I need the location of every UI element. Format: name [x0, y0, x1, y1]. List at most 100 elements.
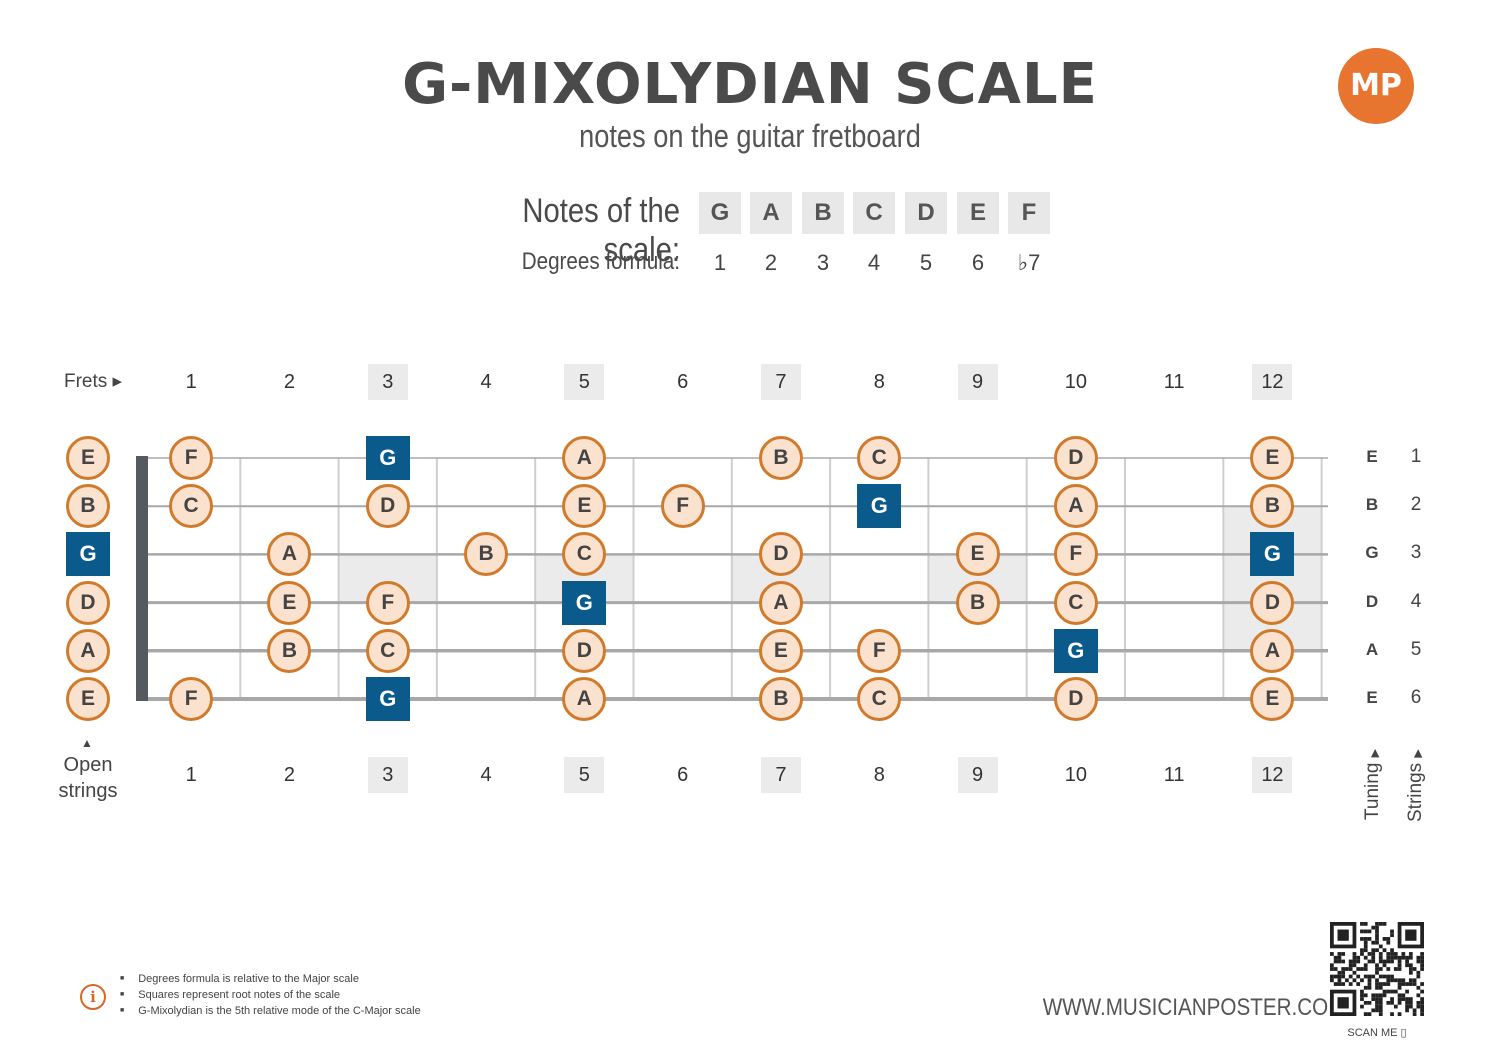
- note-circle: D: [365, 484, 410, 529]
- note-circle: B: [758, 677, 803, 721]
- note-circle: E: [955, 532, 1000, 577]
- degree-value: 5: [919, 250, 933, 275]
- scale-note: D: [905, 192, 947, 234]
- note-circle: E: [758, 628, 803, 673]
- fret-number: 8: [873, 764, 885, 786]
- string-number: 1: [1410, 446, 1422, 467]
- note-circle: F: [857, 628, 902, 673]
- scan-me-label: SCAN ME ▯: [1347, 1027, 1407, 1039]
- open-label-line1: Open: [63, 754, 113, 776]
- fret-number: 4: [480, 764, 492, 786]
- string-number: 4: [1410, 590, 1422, 612]
- scale-note: E: [957, 192, 999, 234]
- string-number: 6: [1410, 687, 1422, 708]
- website-link[interactable]: WWW.MUSICIANPOSTER.COM: [1042, 994, 1346, 1021]
- degree-value: 6: [971, 250, 985, 275]
- page-title: G-MIXOLYDIAN SCALE: [402, 52, 1098, 117]
- fret-number: 12: [1252, 364, 1293, 400]
- note-circle: A: [66, 628, 110, 673]
- notes-of-scale-label: Notes of the scale:: [522, 192, 680, 269]
- note-circle: D: [1250, 580, 1295, 625]
- note-circle: C: [857, 677, 902, 721]
- fret-number: 10: [1064, 764, 1087, 786]
- degree-value: 2: [764, 250, 778, 275]
- note-circle: A: [1053, 484, 1098, 529]
- note-circle: F: [660, 484, 705, 529]
- footer-note: Degrees formula is relative to the Major…: [120, 972, 421, 988]
- tuning-note: G: [1365, 543, 1379, 563]
- fret-number: 4: [480, 371, 492, 393]
- fret-number: 2: [283, 371, 295, 393]
- note-circle: C: [365, 628, 410, 673]
- note-circle: A: [562, 436, 607, 480]
- strings-label: Strings ▶: [1405, 749, 1426, 822]
- root-note-square: G: [562, 580, 607, 625]
- up-arrow-icon: ▶: [1412, 749, 1424, 758]
- note-circle: D: [562, 628, 607, 673]
- fret-number: 8: [873, 371, 885, 393]
- fret-number: 2: [283, 764, 295, 786]
- degree-value: 4: [867, 250, 881, 275]
- note-circle: E: [66, 677, 110, 721]
- string-number: 5: [1410, 638, 1422, 660]
- fret-number: 12: [1252, 757, 1293, 793]
- scale-note: C: [853, 192, 895, 234]
- open-strings-label: Open strings: [48, 752, 128, 804]
- note-circle: B: [267, 628, 312, 673]
- note-circle: E: [1250, 436, 1295, 480]
- scale-note: G: [699, 192, 741, 234]
- fret-number: 7: [760, 757, 801, 793]
- note-circle: C: [169, 484, 214, 529]
- fret-number: 7: [760, 364, 801, 400]
- fret-number: 11: [1163, 371, 1185, 393]
- qr-code-icon[interactable]: [1330, 922, 1424, 1016]
- fret-number: 6: [677, 764, 689, 786]
- string-number: 3: [1410, 542, 1422, 564]
- nut: [136, 456, 148, 701]
- tuning-note: A: [1365, 639, 1379, 659]
- frets-label: Frets ▸: [64, 371, 123, 392]
- fret-number: 3: [367, 364, 408, 400]
- root-note-square: G: [1053, 628, 1098, 673]
- note-circle: E: [66, 436, 110, 480]
- fret-number: 3: [367, 757, 408, 793]
- note-circle: C: [562, 532, 607, 577]
- fret-number: 9: [957, 757, 998, 793]
- degree-value: 1: [713, 250, 727, 275]
- info-icon: i: [80, 984, 106, 1010]
- tuning-note: E: [1366, 447, 1378, 466]
- note-circle: D: [1053, 436, 1098, 480]
- note-circle: C: [1053, 580, 1098, 625]
- up-arrow-icon: ▶: [1369, 748, 1381, 758]
- fret-number: 5: [564, 757, 605, 793]
- tuning-label: Tuning ▶: [1362, 748, 1383, 820]
- note-circle: E: [267, 580, 312, 625]
- note-circle: A: [758, 580, 803, 625]
- note-circle: C: [857, 436, 902, 480]
- note-circle: F: [169, 436, 214, 480]
- fret-number: 9: [957, 364, 998, 400]
- fret-number: 5: [564, 364, 605, 400]
- note-circle: B: [955, 580, 1000, 625]
- open-label-line2: strings: [58, 780, 118, 802]
- root-note-square: G: [1250, 532, 1295, 577]
- footer-notes: Degrees formula is relative to the Major…: [120, 972, 421, 1020]
- fret-number: 1: [185, 764, 197, 786]
- tuning-note: B: [1365, 495, 1379, 515]
- footer-note: G-Mixolydian is the 5th relative mode of…: [120, 1004, 420, 1020]
- note-circle: B: [464, 532, 509, 577]
- note-circle: E: [562, 484, 607, 529]
- scale-note: F: [1008, 192, 1050, 234]
- tuning-note: E: [1366, 688, 1378, 707]
- footer-note: Squares represent root notes of the scal…: [120, 988, 421, 1004]
- degree-value: ♭7: [1017, 250, 1041, 275]
- brand-logo: MP: [1338, 48, 1414, 124]
- fret-marker-double: [1223, 506, 1322, 651]
- fret-number: 6: [677, 371, 689, 393]
- root-note-square: G: [365, 436, 410, 480]
- string-number: 2: [1410, 494, 1422, 516]
- degrees-formula-label: Degrees formula:: [521, 248, 680, 275]
- scale-note: A: [750, 192, 792, 234]
- note-circle: A: [1250, 628, 1295, 673]
